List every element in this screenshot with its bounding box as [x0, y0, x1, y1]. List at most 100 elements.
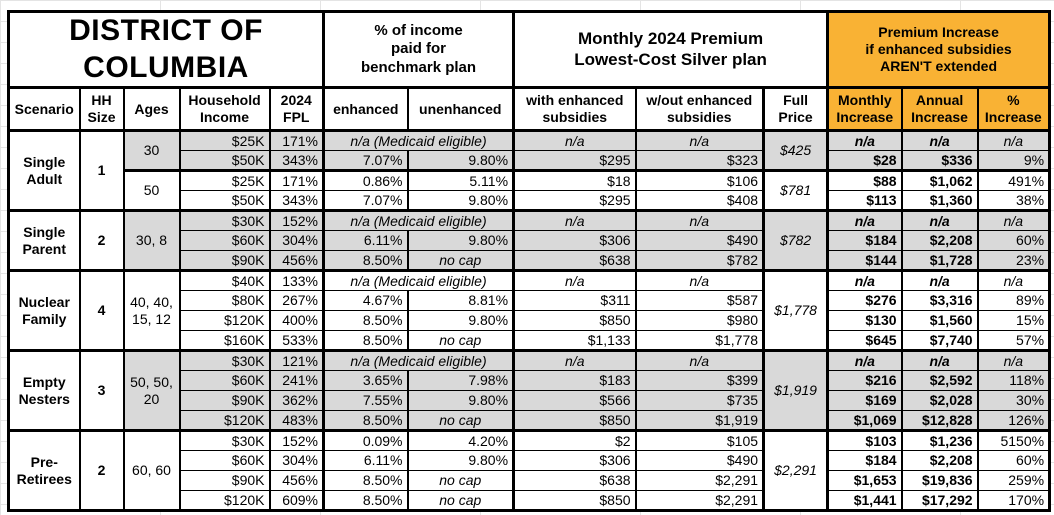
fpl-cell: 152%: [268, 429, 325, 452]
income-cell: $60K: [178, 370, 270, 392]
unenhanced-cell: no cap: [406, 410, 515, 432]
unenhanced-cell: 9.80%: [406, 230, 515, 252]
monthly-increase-cell: $645: [826, 330, 903, 352]
wout-subsidies-cell: $587: [634, 290, 765, 312]
income-cell: $90K: [178, 250, 270, 272]
fpl-cell: 456%: [268, 470, 325, 492]
unenhanced-cell: 9.80%: [406, 150, 515, 172]
unenhanced-cell: 5.11%: [406, 169, 515, 192]
enhanced-cell: 8.50%: [322, 470, 409, 492]
col-header-scenario: Scenario: [8, 87, 80, 133]
monthly-increase-cell: $184: [826, 450, 903, 472]
wout-subsidies-cell: $105: [634, 429, 765, 452]
income-cell: $90K: [178, 470, 270, 492]
pct-increase-cell: 38%: [976, 190, 1051, 212]
monthly-increase-cell: $1,069: [826, 410, 903, 432]
full-price-cell: $781: [762, 169, 830, 212]
medicaid-cell: n/a (Medicaid eligible): [322, 129, 515, 152]
monthly-increase-cell: $184: [826, 230, 903, 252]
income-cell: $60K: [178, 230, 270, 252]
table-row: $160K 533% 8.50% no cap $1,133 $1,778 $6…: [9, 330, 1051, 352]
fpl-cell: 609%: [268, 490, 325, 512]
table-row: $120K 483% 8.50% no cap $850 $1,919 $1,0…: [9, 410, 1051, 432]
ages-cell: 50, 50, 20: [122, 349, 180, 432]
fpl-cell: 400%: [268, 310, 325, 332]
monthly-increase-cell: $28: [826, 150, 903, 172]
table-row: $90K 362% 7.55% 9.80% $566 $735 $169 $2,…: [9, 390, 1051, 412]
table-row: Nuclear Family 4 40, 40, 15, 12 $40K 133…: [8, 269, 1051, 352]
with-subsidies-cell: $850: [512, 490, 637, 512]
pct-increase-cell: 30%: [976, 390, 1051, 412]
pct-increase-cell: n/a: [976, 209, 1051, 232]
col-header-monthly-increase: Monthly Increase: [826, 87, 903, 133]
table-row: $60K 241% 3.65% 7.98% $183 $399 $216 $2,…: [9, 370, 1051, 392]
annual-increase-cell: $17,292: [900, 490, 979, 512]
pct-increase-cell: 23%: [976, 250, 1051, 272]
unenhanced-cell: 8.81%: [406, 290, 515, 312]
with-subsidies-cell: $183: [512, 370, 637, 392]
wout-subsidies-cell: $735: [634, 390, 765, 412]
table-title: DISTRICT OF COLUMBIA: [7, 10, 325, 90]
with-subsidies-cell: n/a: [512, 129, 637, 152]
pct-increase-cell: n/a: [976, 129, 1051, 152]
pct-increase-cell: 60%: [976, 450, 1051, 472]
hh-size-cell: 4: [78, 269, 124, 352]
fpl-cell: 121%: [268, 349, 325, 372]
unenhanced-cell: 4.20%: [406, 429, 515, 452]
wout-subsidies-cell: $2,291: [634, 490, 765, 512]
col-header-enhanced: enhanced: [322, 87, 409, 133]
full-price-cell: $2,291: [762, 429, 830, 512]
enhanced-cell: 8.50%: [322, 410, 409, 432]
enhanced-cell: 7.55%: [322, 390, 409, 412]
annual-increase-cell: $19,836: [900, 470, 979, 492]
pct-increase-cell: 170%: [976, 490, 1051, 512]
income-cell: $90K: [178, 390, 270, 412]
unenhanced-cell: 9.80%: [406, 450, 515, 472]
scenario-cell: Single Adult: [8, 129, 80, 212]
wout-subsidies-cell: $782: [634, 250, 765, 272]
annual-increase-cell: $3,316: [900, 290, 979, 312]
table-row: DISTRICT OF COLUMBIA % of income paid fo…: [7, 10, 1051, 90]
monthly-increase-cell: $113: [826, 190, 903, 212]
premium-table: DISTRICT OF COLUMBIA % of income paid fo…: [7, 10, 1052, 513]
wout-subsidies-cell: $323: [634, 150, 765, 172]
pct-increase-cell: 118%: [976, 370, 1051, 392]
group-header-benchmark: % of income paid for benchmark plan: [322, 10, 515, 90]
wout-subsidies-cell: $2,291: [634, 470, 765, 492]
fpl-cell: 483%: [268, 410, 325, 432]
table-row: $50K 343% 7.07% 9.80% $295 $323 $28 $336…: [9, 150, 1051, 172]
ages-cell: 40, 40, 15, 12: [122, 269, 180, 352]
annual-increase-cell: n/a: [900, 269, 979, 292]
medicaid-cell: n/a (Medicaid eligible): [322, 269, 515, 292]
enhanced-cell: 8.50%: [322, 330, 409, 352]
income-cell: $160K: [178, 330, 270, 352]
monthly-increase-cell: $88: [826, 169, 903, 192]
hh-size-cell: 2: [78, 429, 124, 512]
monthly-increase-cell: $169: [826, 390, 903, 412]
enhanced-cell: 8.50%: [322, 250, 409, 272]
income-cell: $120K: [178, 490, 270, 512]
table-row: Single Parent 2 30, 8 $30K 152% n/a (Med…: [8, 209, 1051, 272]
enhanced-cell: 6.11%: [322, 450, 409, 472]
wout-subsidies-cell: $1,919: [634, 410, 765, 432]
medicaid-cell: n/a (Medicaid eligible): [322, 209, 515, 232]
with-subsidies-cell: $638: [512, 250, 637, 272]
income-cell: $60K: [178, 450, 270, 472]
annual-increase-cell: n/a: [900, 349, 979, 372]
group-header-premium: Monthly 2024 Premium Lowest-Cost Silver …: [512, 10, 830, 90]
annual-increase-cell: $2,028: [900, 390, 979, 412]
fpl-cell: 343%: [268, 150, 325, 172]
with-subsidies-cell: $566: [512, 390, 637, 412]
col-header-hh-size: HH Size: [78, 87, 124, 133]
annual-increase-cell: n/a: [900, 129, 979, 152]
full-price-cell: $1,919: [762, 349, 830, 432]
enhanced-cell: 7.07%: [322, 190, 409, 212]
table-row: Pre-Retirees 2 60, 60 $30K 152% 0.09% 4.…: [8, 429, 1051, 512]
unenhanced-cell: 9.80%: [406, 390, 515, 412]
enhanced-cell: 0.86%: [322, 169, 409, 192]
enhanced-cell: 4.67%: [322, 290, 409, 312]
enhanced-cell: 3.65%: [322, 370, 409, 392]
ages-cell: 60, 60: [122, 429, 180, 512]
scenario-cell: Empty Nesters: [8, 349, 80, 432]
ages-cell: 30, 8: [122, 209, 180, 272]
